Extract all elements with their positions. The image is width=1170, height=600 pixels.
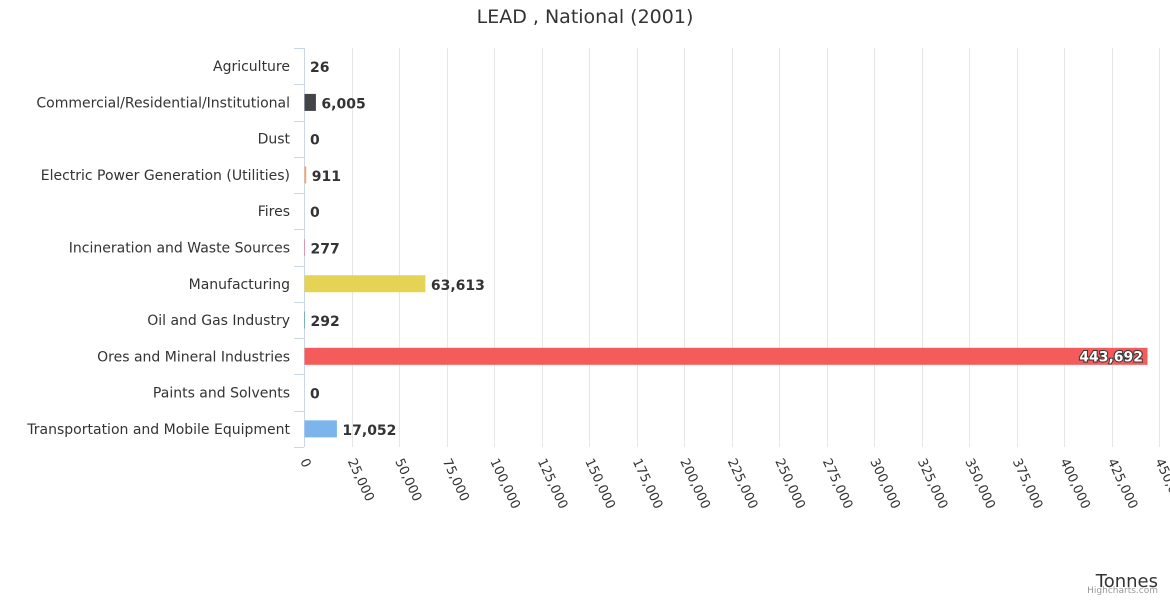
data-label: 0 [310,387,320,403]
value-tick-label: 25,000 [344,456,377,504]
bar [305,312,306,329]
value-tick-label: 300,000 [866,456,902,511]
value-tick-label: 200,000 [676,456,712,511]
category-label: Manufacturing [189,277,290,293]
value-tick-label: 250,000 [771,456,807,511]
data-label: 26 [310,60,329,76]
value-tick-label: 400,000 [1056,456,1092,511]
data-label: 17,052 [342,423,396,439]
data-label: 443,692 [1079,349,1143,365]
value-tick-label: 75,000 [439,456,472,504]
bar [305,420,337,437]
category-label: Oil and Gas Industry [147,313,290,329]
value-tick-label: 150,000 [581,456,617,511]
value-tick-label: 325,000 [914,456,950,511]
data-label: 6,005 [321,96,365,112]
value-tick-label: 425,000 [1104,456,1140,511]
value-tick-label: 50,000 [391,456,424,504]
credits-link[interactable]: Highcharts.com [1087,586,1158,596]
value-tick-label: 375,000 [1009,456,1045,511]
bar-chart: Agriculture 26 Commercial/Residential/Inst… [0,0,1170,600]
value-tick-label: 275,000 [819,456,855,511]
data-label: 277 [311,242,340,258]
value-tick-label: 100,000 [486,456,522,511]
value-tick-label: 125,000 [534,456,570,511]
category-label: Dust [258,132,291,148]
category-label: Incineration and Waste Sources [69,241,290,257]
data-label: 911 [312,169,341,185]
bar [305,239,306,256]
bar [305,166,307,183]
category-label: Ores and Mineral Industries [97,349,290,365]
data-label: 63,613 [431,278,485,294]
value-tick-label: 350,000 [961,456,997,511]
value-tick-label: 450,000 [1151,456,1170,511]
value-tick-label: 0 [296,456,313,470]
data-label: 0 [310,205,320,221]
value-tick-label: 225,000 [724,456,760,511]
category-label: Paints and Solvents [153,386,290,402]
category-label: Fires [258,204,290,220]
data-label: 292 [311,314,340,330]
bar [305,275,426,292]
category-label: Transportation and Mobile Equipment [26,422,290,438]
value-tick-label: 175,000 [629,456,665,511]
category-label: Electric Power Generation (Utilities) [41,168,290,184]
bar [305,94,316,111]
category-label: Commercial/Residential/Institutional [36,95,290,111]
category-label: Agriculture [213,59,290,75]
data-label: 0 [310,133,320,149]
bar [305,348,1148,365]
